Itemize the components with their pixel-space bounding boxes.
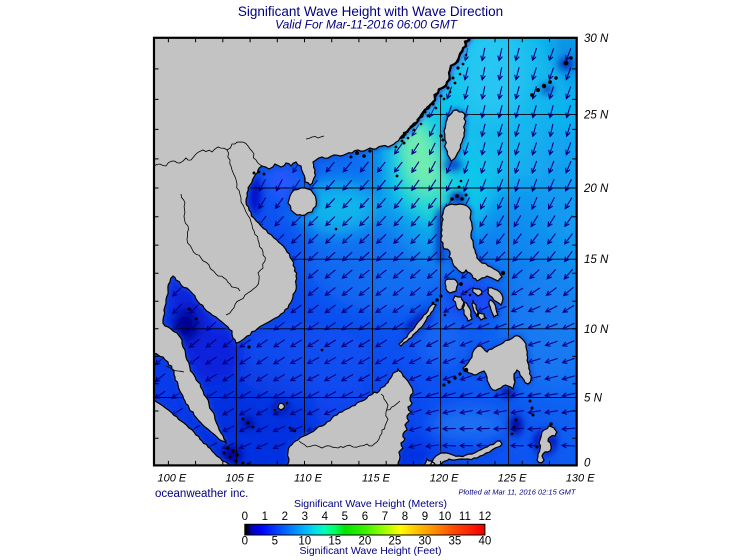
svg-text:125 E: 125 E: [498, 473, 527, 485]
svg-text:15: 15: [328, 536, 341, 548]
svg-text:3: 3: [302, 511, 308, 523]
svg-text:10 N: 10 N: [584, 324, 609, 336]
svg-text:30: 30: [419, 536, 432, 548]
svg-text:130 E: 130 E: [566, 473, 595, 485]
svg-text:oceanweather inc.: oceanweather inc.: [155, 488, 248, 500]
svg-text:Significant Wave Height (Meter: Significant Wave Height (Meters): [294, 498, 447, 510]
svg-text:35: 35: [449, 536, 462, 548]
svg-text:40: 40: [479, 536, 492, 548]
svg-text:Significant Wave Height (Feet): Significant Wave Height (Feet): [299, 545, 441, 557]
svg-text:4: 4: [322, 511, 329, 523]
svg-text:7: 7: [382, 511, 388, 523]
svg-text:20 N: 20 N: [583, 183, 609, 195]
svg-text:115 E: 115 E: [362, 473, 391, 485]
svg-text:1: 1: [262, 511, 268, 523]
svg-text:0: 0: [242, 536, 248, 548]
svg-text:25 N: 25 N: [583, 109, 609, 121]
svg-text:10: 10: [298, 536, 311, 548]
svg-text:8: 8: [402, 511, 408, 523]
svg-text:9: 9: [422, 511, 428, 523]
svg-text:10: 10: [439, 511, 452, 523]
svg-text:12: 12: [479, 511, 492, 523]
svg-text:5: 5: [272, 536, 278, 548]
svg-text:120 E: 120 E: [430, 473, 459, 485]
svg-text:100 E: 100 E: [158, 473, 187, 485]
svg-text:6: 6: [362, 511, 368, 523]
svg-text:5 N: 5 N: [584, 392, 603, 404]
svg-text:110 E: 110 E: [294, 473, 323, 485]
svg-text:30 N: 30 N: [584, 33, 609, 45]
svg-text:15 N: 15 N: [584, 254, 609, 266]
svg-text:25: 25: [389, 536, 402, 548]
svg-text:5: 5: [342, 511, 348, 523]
svg-text:Plotted at Mar 11, 2016 02:15: Plotted at Mar 11, 2016 02:15 GMT: [458, 488, 576, 497]
svg-text:20: 20: [359, 536, 372, 548]
svg-text:0: 0: [584, 458, 591, 470]
svg-text:0: 0: [242, 511, 248, 523]
svg-text:Valid For Mar-11-2016 06:00 GM: Valid For Mar-11-2016 06:00 GMT: [275, 18, 459, 32]
svg-text:11: 11: [459, 511, 471, 523]
svg-text:105 E: 105 E: [226, 473, 255, 485]
svg-text:Significant Wave Height with W: Significant Wave Height with Wave Direct…: [238, 4, 503, 19]
svg-text:2: 2: [282, 511, 288, 523]
